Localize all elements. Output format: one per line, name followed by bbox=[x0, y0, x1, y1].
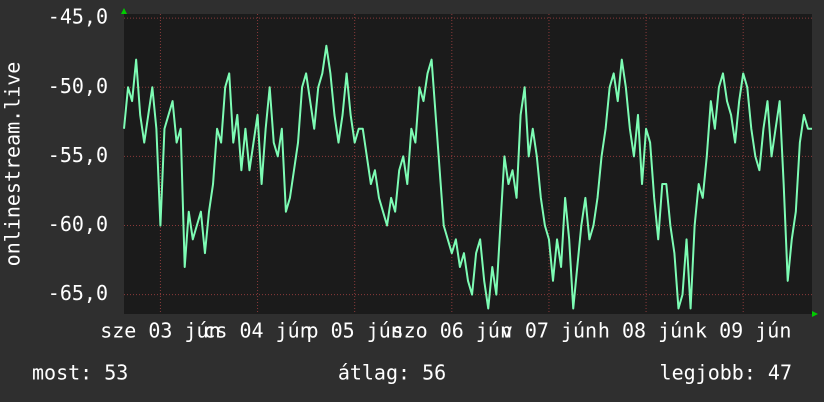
plot-area bbox=[124, 14, 812, 314]
x-tick-label: szo 06 jún bbox=[392, 319, 512, 343]
x-tick-label: v 07 jún bbox=[501, 319, 597, 343]
footer-best: legjobb: 47 bbox=[660, 361, 792, 385]
y-tick-label: -45,0 bbox=[48, 5, 108, 29]
line-series bbox=[123, 44, 812, 310]
x-tick-label: sze 03 jún bbox=[100, 319, 220, 343]
y-tick-label: -60,0 bbox=[48, 212, 108, 236]
x-tick-label: p 05 jún bbox=[307, 319, 403, 343]
x-tick-label: k 09 jún bbox=[695, 319, 791, 343]
axis-arrow bbox=[812, 311, 818, 317]
x-tick-label: h 08 jún bbox=[598, 319, 694, 343]
y-tick-label: -65,0 bbox=[48, 281, 108, 305]
x-tick-label: cs 04 jún bbox=[203, 319, 311, 343]
footer-average: átlag: 56 bbox=[338, 361, 446, 385]
footer-current: most: 53 bbox=[32, 361, 128, 385]
y-tick-label: -55,0 bbox=[48, 143, 108, 167]
y-tick-label: -50,0 bbox=[48, 74, 108, 98]
axis-arrow bbox=[121, 8, 127, 14]
y-axis-label: onlinestream.live bbox=[1, 62, 25, 267]
